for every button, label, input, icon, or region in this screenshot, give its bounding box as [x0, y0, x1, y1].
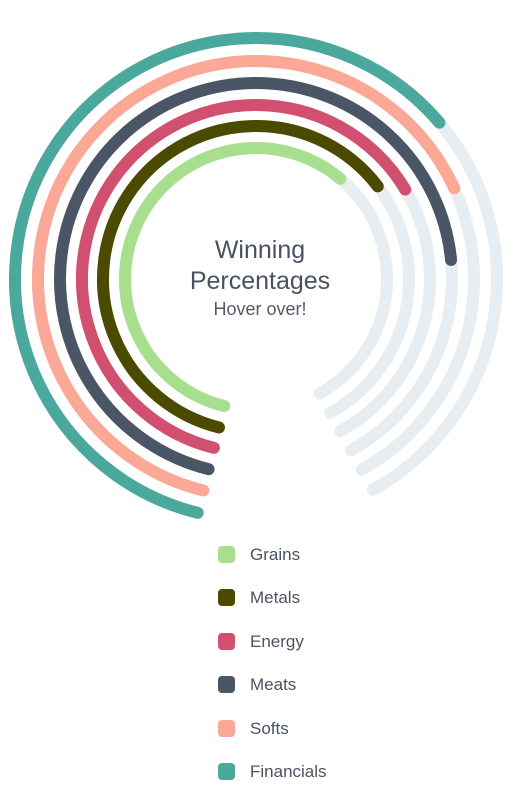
legend-label: Grains	[250, 545, 301, 564]
bar-softs[interactable]	[32, 55, 461, 497]
legend-swatch-softs	[218, 719, 235, 737]
bar-grains[interactable]	[119, 142, 347, 413]
legend-swatch-meats	[218, 676, 235, 694]
legend: Grains Metals Energy Meats Softs Financials	[218, 544, 327, 804]
chart-title-line-2: Percentages	[189, 267, 331, 295]
legend-item-financials[interactable]: Financials	[218, 761, 327, 804]
legend-label: Financials	[250, 761, 327, 781]
legend-label: Softs	[250, 718, 289, 738]
legend-item-metals[interactable]: Metals	[218, 587, 327, 630]
legend-swatch-financials	[218, 762, 235, 780]
legend-label: Energy	[250, 631, 304, 651]
legend-swatch-metals	[218, 589, 235, 607]
bar-financials[interactable]	[8, 32, 446, 519]
legend-swatch-grains	[218, 546, 235, 563]
radial-bar-chart	[8, 32, 503, 519]
legend-item-grains[interactable]: Grains	[218, 544, 327, 587]
bar-energy[interactable]	[76, 99, 412, 454]
bar-metals[interactable]	[97, 120, 384, 434]
bar-meats[interactable]	[54, 77, 458, 476]
chart-subtitle: Hover over!	[213, 299, 307, 319]
legend-label: Metals	[250, 588, 301, 608]
legend-label: Meats	[250, 675, 297, 695]
legend-item-energy[interactable]: Energy	[218, 631, 327, 674]
legend-item-softs[interactable]: Softs	[218, 718, 327, 761]
legend-item-meats[interactable]: Meats	[218, 674, 327, 717]
legend-swatch-energy	[218, 632, 235, 650]
chart-title-line-1: Winning	[214, 236, 306, 264]
